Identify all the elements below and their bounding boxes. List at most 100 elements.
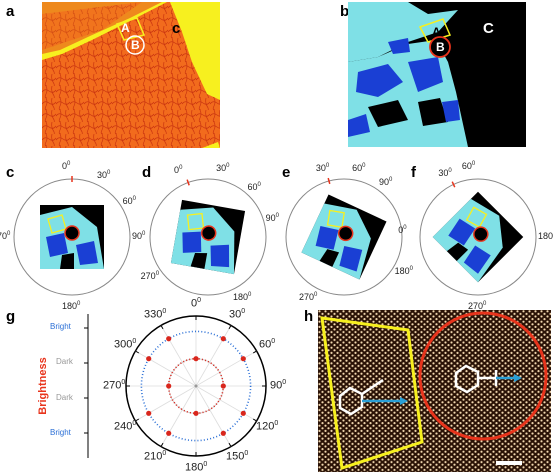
polar-tick [135,418,140,422]
panel-e-angle-label: 2700 [299,291,318,302]
polar-data-point [146,356,152,362]
region-b-outline [418,311,548,441]
panel-a-image [42,2,220,148]
g-tick-bright-top: Bright [50,322,71,331]
polar-data-point [166,336,172,342]
panel-f-polar [419,178,537,296]
reference-tick [451,181,456,188]
panel-d-polar [149,178,267,296]
g-angle-label: 3300 [144,307,167,321]
polar-spoke [195,350,257,387]
region-a-outline [418,18,452,43]
g-angle-label: 1500 [226,450,249,463]
panel-d-image [170,199,246,275]
panel-d-angle-label: 600 [247,181,261,192]
panel-b-region-B: B [436,40,445,54]
panel-e-angle-label: 1800 [394,266,413,276]
g-tick-dark-bottom: Dark [56,393,73,402]
panel-h-label: h [304,308,314,325]
polar-spoke [135,385,197,422]
polar-spoke [195,325,232,387]
polar-data-point [166,430,172,436]
panel-f-image [432,191,524,283]
panel-f-angle-label: 00 [398,224,407,235]
polar-tick [228,325,232,330]
g-tick-dark-top: Dark [56,357,73,366]
polar-tick [160,325,164,330]
panel-e-angle-label: 600 [352,163,366,174]
polar-data-point [193,410,199,416]
polar-data-point [220,336,226,342]
polar-spoke [195,385,232,447]
panel-e-angle-label: 300 [315,163,330,174]
panel-e-polar [285,177,403,296]
polar-tick [252,350,257,354]
g-angle-label: 2700 [103,379,126,392]
g-angle-label: 600 [259,338,276,351]
panel-b-label: b [340,3,350,20]
panel-b-region-A: A [432,25,441,39]
panel-e-label: e [282,164,291,181]
panel-b-image [348,2,526,147]
region-a-outline [115,17,146,41]
polar-spoke [135,350,197,387]
g-angle-label: 300 [229,307,246,321]
g-radial-axis [84,314,89,458]
g-angle-label: 3000 [113,338,137,351]
panel-d-label: d [142,164,152,181]
region-a-outline [320,316,424,470]
panel-d-angle-label: 1800 [233,291,252,302]
polar-spoke [160,385,197,447]
polar-spoke [160,325,197,387]
g-angle-label: 900 [270,379,287,392]
reference-tick [327,177,331,185]
panel-c-image [40,205,104,269]
g-angle-label: 2400 [113,420,137,433]
polar-tick [228,442,232,447]
panel-a-label: a [6,3,15,20]
g-angle-label: 1800 [185,461,208,474]
panel-c-angle-label: 300 [97,170,111,181]
panel-a-region-C: c [172,20,181,37]
panel-d-angle-label: 900 [265,212,279,223]
polar-tick [252,418,257,422]
panel-h-image [318,310,551,472]
panel-f-angle-label: 2700 [468,301,487,311]
polar-ring [149,178,267,296]
g-angle-label: 2100 [144,450,167,463]
polar-data-point [240,410,246,416]
panel-f-angle-label: 300 [438,167,452,178]
polar-data-point [146,410,152,416]
region-b-outline [429,36,451,58]
polar-tick [160,442,164,447]
polar-tick [135,350,140,354]
panel-e-image [301,194,387,280]
polar-data-point [166,383,172,389]
g-angle-label: 1200 [256,420,279,433]
panel-c-label: c [6,164,15,181]
panel-d-angle-label: 00 [174,165,183,176]
hexagon-a-icon [338,386,364,416]
polar-data-point [193,356,199,362]
polar-spoke [195,385,257,422]
panel-d-angle-label: 300 [216,163,230,174]
reference-tick [186,179,190,186]
panel-d-angle-label: 2700 [140,271,160,282]
panel-a-region-A: A [121,21,130,35]
panel-f-label: f [411,164,416,181]
panel-c-angle-label: 900 [132,231,146,241]
polar-data-point [220,383,226,389]
polar-data-point [240,356,246,362]
g-polar-chart [125,315,267,457]
panel-g-label: g [6,308,16,325]
polar-ring [419,178,537,296]
panel-a-region-B: B [131,38,140,52]
region-b-outline [125,35,145,55]
polar-center [194,384,198,388]
dotted-series-circle [140,330,252,442]
panel-c-angle-label: 00 [62,161,71,171]
panel-f-angle-label: 600 [461,161,476,172]
panel-c-angle-label: 1800 [62,301,81,311]
panel-c-angle-label: 2700 [0,231,11,241]
g-angle-label: 00 [191,297,202,310]
